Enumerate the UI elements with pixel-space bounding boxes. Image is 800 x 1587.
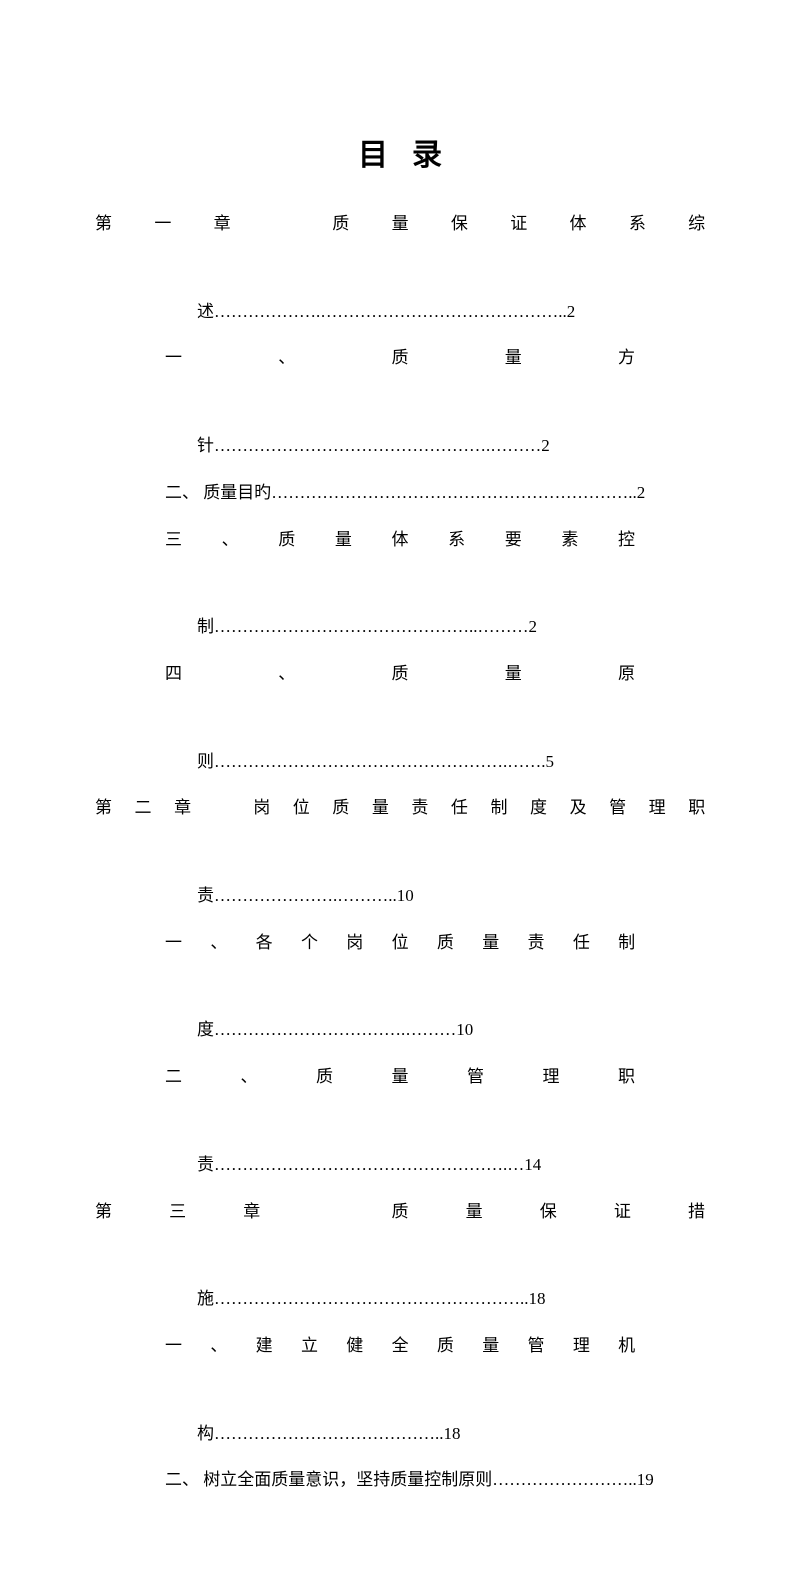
toc-entry-suffix: 责…………………………………………….…14 [95,1145,705,1186]
toc-container: 第一章 质量保证体系综述……………….……………………………………..2 一、质量… [95,204,705,1501]
toc-entry-prefix: 第二章 岗位质量责任制度及管理职 [95,788,705,870]
toc-entry: 二、 质量目旳………………………………………………………..2 [95,473,705,514]
toc-title: 目录 [95,130,705,174]
toc-entry-prefix: 第一章 质量保证体系综 [95,204,705,286]
toc-entry-suffix: 制………………………………………..………2 [95,607,705,648]
toc-entry-suffix: 述……………….……………………………………..2 [95,292,705,333]
toc-entry-prefix: 一、质量方 [95,338,635,420]
toc-entry-prefix: 第三章 质量保证措 [95,1192,705,1274]
toc-entry-suffix: 构…………………………………..18 [95,1414,705,1455]
toc-entry-prefix: 一、建立健全质量管理机 [95,1326,635,1408]
toc-entry-suffix: 则…………………………………………….…….5 [95,742,705,783]
toc-entry-suffix: 施………………………………………………..18 [95,1279,705,1320]
toc-entry-prefix: 四、质量原 [95,654,635,736]
toc-entry: 二、 树立全面质量意识，坚持质量控制原则……………………..19 [95,1460,705,1501]
toc-entry-suffix: 度…………………………….………10 [95,1010,705,1051]
toc-entry-prefix: 三、质量体系要素控 [95,520,635,602]
toc-entry-prefix: 一、各个岗位质量责任制 [95,923,635,1005]
toc-entry-suffix: 责………………….………..10 [95,876,705,917]
toc-entry-prefix: 二、质量管理职 [95,1057,635,1139]
toc-entry-suffix: 针………………………………………….………2 [95,426,705,467]
